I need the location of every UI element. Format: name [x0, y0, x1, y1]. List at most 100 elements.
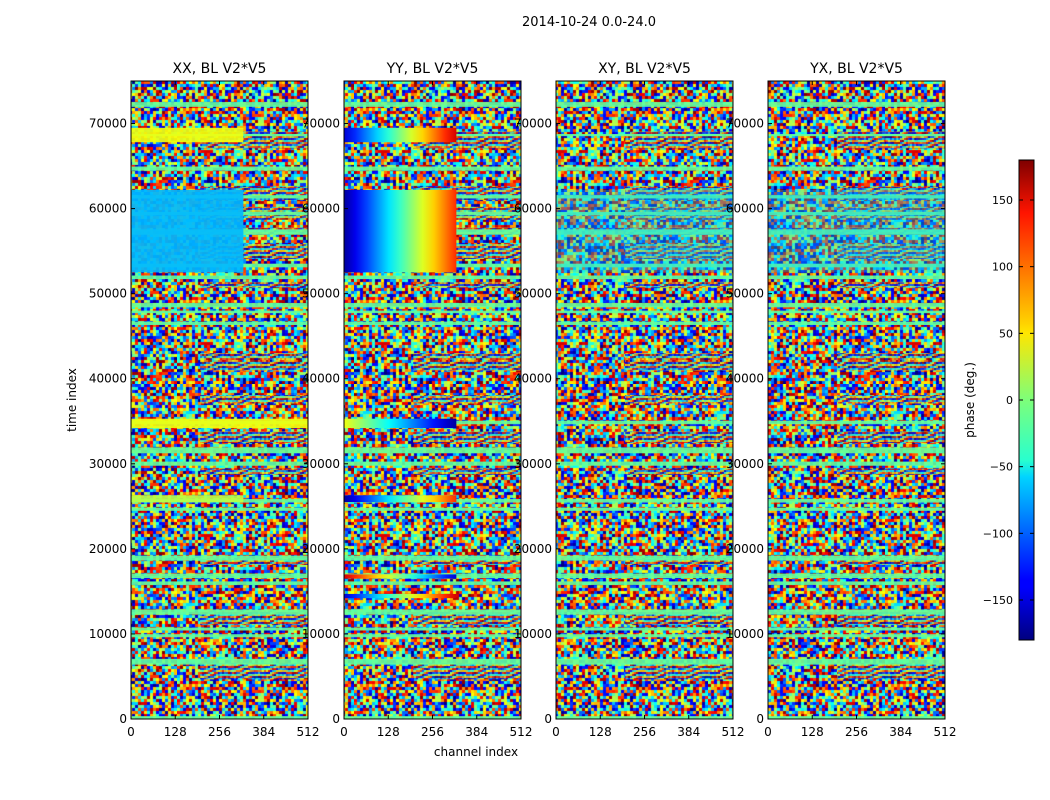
flagged-band	[556, 166, 733, 171]
flagged-band	[768, 166, 945, 171]
coherent-block	[556, 189, 733, 273]
flagged-band	[131, 310, 308, 314]
y-tick-label: 40000	[89, 372, 127, 386]
flagged-band	[344, 447, 521, 454]
flagged-band	[768, 229, 945, 235]
fringe-band	[200, 282, 308, 288]
phase-image	[768, 81, 945, 719]
colorbar: −150 −100 −50 0 50 100 150 phase (deg.)	[963, 159, 1035, 641]
flagged-band	[768, 310, 945, 314]
y-tick-label: 20000	[726, 542, 764, 556]
colorbar-tick-label: 150	[992, 194, 1013, 207]
flagged-band	[556, 229, 733, 235]
flagged-band	[556, 499, 733, 503]
fringe-band	[625, 663, 733, 680]
flagged-band	[131, 275, 308, 280]
x-tick-label: 256	[208, 725, 231, 739]
phase-ramp-block	[344, 495, 457, 503]
x-tick-label: 384	[677, 725, 700, 739]
x-tick-label: 0	[764, 725, 772, 739]
x-tick-label: 384	[465, 725, 488, 739]
y-tick-label: 10000	[89, 627, 127, 641]
fringe-band	[200, 431, 308, 444]
flagged-band	[556, 447, 733, 454]
flagged-band	[131, 658, 308, 665]
flagged-band	[768, 627, 945, 631]
panels-group: XX, BL V2*V5 0 128 256 384 512 0 10000 20000 3000…	[89, 61, 957, 739]
panel-4: YX, BL V2*V5 0 128 256 384 512 0 10000 20000 3000…	[726, 61, 957, 739]
flagged-band	[556, 134, 733, 137]
flagged-band	[768, 134, 945, 137]
fringe-band	[413, 282, 521, 288]
colorbar-ticks: −150 −100 −50 0 50 100 150	[983, 194, 1034, 607]
flagged-band	[768, 447, 945, 454]
coherent-block	[131, 127, 244, 143]
fringe-band	[625, 244, 733, 260]
flagged-band	[556, 211, 733, 216]
x-tick-label: 512	[934, 725, 957, 739]
colorbar-tick-label: 0	[1006, 394, 1013, 407]
y-tick-label: 10000	[726, 627, 764, 641]
flagged-band	[344, 102, 521, 107]
flagged-band	[131, 507, 308, 511]
flagged-band	[556, 555, 733, 561]
fringe-band	[837, 431, 945, 444]
fringe-band	[837, 559, 945, 566]
fringe-band	[625, 559, 733, 566]
flagged-band	[768, 609, 945, 615]
y-tick-label: 10000	[302, 627, 340, 641]
colorbar-tick-label: 100	[992, 261, 1013, 274]
flagged-band	[556, 321, 733, 326]
phase-image	[131, 81, 308, 719]
flagged-band	[768, 195, 945, 199]
figure-suptitle: 2014-10-24 0.0-24.0	[522, 15, 656, 30]
flagged-band	[768, 102, 945, 107]
x-tick-label: 256	[845, 725, 868, 739]
flagged-band	[131, 321, 308, 326]
x-tick-label: 512	[297, 725, 320, 739]
flagged-band	[344, 461, 521, 466]
x-tick-label: 384	[252, 725, 275, 739]
y-tick-label: 50000	[514, 287, 552, 301]
panel-title: YY, BL V2*V5	[386, 61, 479, 77]
panel-title: YX, BL V2*V5	[809, 61, 903, 77]
fringe-band	[625, 353, 733, 371]
flagged-band	[768, 263, 945, 268]
flagged-band	[344, 166, 521, 171]
fringe-band	[625, 431, 733, 444]
y-tick-label: 40000	[302, 372, 340, 386]
y-axis-label: time index	[65, 368, 79, 432]
y-tick-label: 60000	[514, 202, 552, 216]
flagged-band	[556, 507, 733, 511]
flagged-band	[556, 581, 733, 585]
flagged-band	[768, 303, 945, 308]
y-tick-label: 60000	[302, 202, 340, 216]
y-tick-label: 0	[756, 712, 764, 726]
flagged-band	[768, 275, 945, 280]
flagged-band	[768, 461, 945, 466]
flagged-band	[556, 263, 733, 268]
y-tick-label: 30000	[302, 457, 340, 471]
x-tick-label: 384	[889, 725, 912, 739]
coherent-block	[768, 189, 945, 273]
x-tick-label: 0	[127, 725, 135, 739]
flagged-band	[344, 303, 521, 308]
fringe-band	[413, 394, 521, 404]
y-tick-label: 60000	[726, 202, 764, 216]
x-tick-label: 256	[633, 725, 656, 739]
flagged-band	[768, 581, 945, 585]
flagged-band	[556, 658, 733, 665]
phase-ramp-block	[344, 574, 457, 579]
fringe-band	[837, 468, 945, 475]
fringe-band	[837, 282, 945, 288]
x-tick-label: 128	[164, 725, 187, 739]
flagged-band	[768, 573, 945, 579]
flagged-band	[131, 609, 308, 615]
flagged-band	[768, 211, 945, 216]
fringe-band	[625, 282, 733, 288]
y-tick-label: 70000	[302, 117, 340, 131]
flagged-band	[344, 507, 521, 511]
fringe-band	[837, 244, 945, 260]
x-tick-label: 0	[340, 725, 348, 739]
colorbar-tick-label: 50	[999, 327, 1013, 340]
